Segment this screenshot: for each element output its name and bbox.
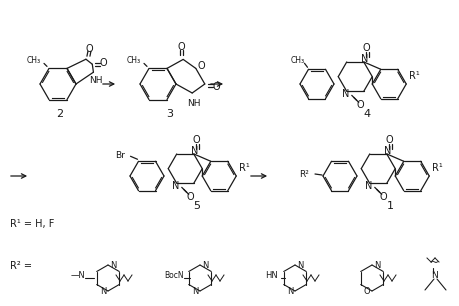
Text: R¹ = H, F: R¹ = H, F bbox=[10, 219, 54, 229]
Text: N: N bbox=[341, 89, 349, 99]
Text: O: O bbox=[213, 82, 220, 92]
Text: R¹: R¹ bbox=[238, 163, 249, 173]
Text: N: N bbox=[364, 181, 372, 191]
Text: O: O bbox=[99, 58, 107, 68]
Text: N: N bbox=[202, 260, 208, 270]
Text: BocN: BocN bbox=[164, 271, 184, 281]
Text: R² =: R² = bbox=[10, 261, 32, 271]
Text: CH₃: CH₃ bbox=[290, 56, 304, 65]
Text: Br: Br bbox=[114, 151, 124, 160]
Text: 5: 5 bbox=[193, 201, 200, 211]
Text: N: N bbox=[383, 146, 391, 156]
Text: O: O bbox=[192, 135, 200, 145]
Text: O: O bbox=[197, 62, 205, 71]
Text: O: O bbox=[363, 286, 369, 296]
Text: 2: 2 bbox=[56, 109, 63, 119]
Text: —N: —N bbox=[71, 271, 85, 281]
Text: O: O bbox=[362, 43, 370, 53]
Text: N: N bbox=[100, 286, 106, 296]
Text: CH₃: CH₃ bbox=[127, 56, 141, 65]
Text: CH₃: CH₃ bbox=[27, 56, 41, 65]
Text: N: N bbox=[191, 286, 198, 296]
Text: R¹: R¹ bbox=[408, 71, 419, 81]
Text: O: O bbox=[379, 192, 387, 202]
Text: N: N bbox=[360, 54, 368, 64]
Text: R²: R² bbox=[298, 170, 308, 178]
Text: N: N bbox=[431, 271, 437, 281]
Text: ~: ~ bbox=[430, 258, 439, 268]
Text: N: N bbox=[296, 260, 302, 270]
Text: 3: 3 bbox=[166, 109, 173, 119]
Text: R¹: R¹ bbox=[431, 163, 442, 173]
Text: N: N bbox=[190, 146, 198, 156]
Text: N: N bbox=[286, 286, 292, 296]
Text: NH: NH bbox=[89, 76, 102, 85]
Text: O: O bbox=[356, 100, 364, 110]
Text: O: O bbox=[385, 135, 393, 145]
Text: 1: 1 bbox=[386, 201, 392, 211]
Text: N: N bbox=[373, 260, 379, 270]
Text: NH: NH bbox=[187, 99, 201, 107]
Text: N: N bbox=[110, 260, 116, 270]
Text: O: O bbox=[186, 192, 194, 202]
Text: O: O bbox=[85, 44, 93, 54]
Text: N: N bbox=[172, 181, 179, 191]
Text: HN: HN bbox=[265, 271, 277, 281]
Text: O: O bbox=[177, 43, 185, 52]
Text: 4: 4 bbox=[363, 109, 370, 119]
